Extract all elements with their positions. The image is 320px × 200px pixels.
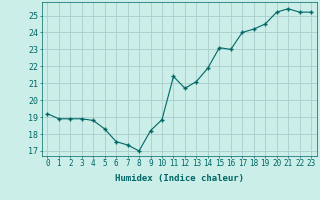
X-axis label: Humidex (Indice chaleur): Humidex (Indice chaleur): [115, 174, 244, 183]
